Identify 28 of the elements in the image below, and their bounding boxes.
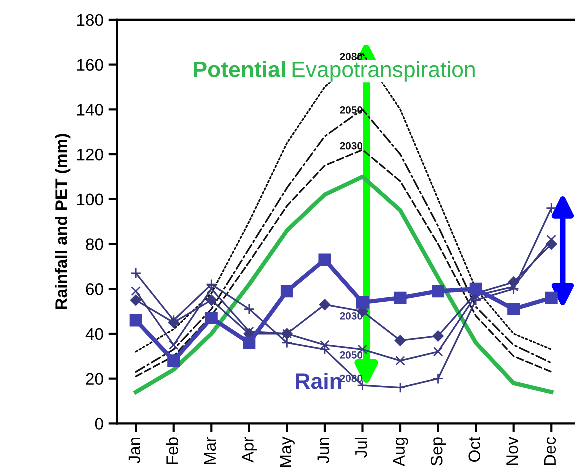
x-tick-label: Oct [468, 437, 481, 462]
y-tick-label: 20 [86, 373, 104, 386]
y-tick-label: 100 [77, 194, 104, 206]
y-axis-title: Rainfall and PET (mm) [55, 134, 71, 310]
x-tick-label: Jan [128, 438, 141, 464]
y-tick-label: 0 [95, 418, 104, 430]
x-tick-label: Apr [242, 437, 258, 463]
y-tick-label: 160 [77, 59, 104, 72]
series-label: 2050 [340, 352, 363, 359]
y-tick-label: 180 [77, 14, 104, 26]
series-label: 2030 [340, 142, 363, 150]
y-tick-label: 80 [86, 238, 104, 250]
x-tick-label: Mar [204, 437, 216, 464]
y-tick-label: 40 [86, 328, 104, 340]
x-tick-label: Feb [166, 438, 178, 464]
y-tick-label: 120 [77, 148, 104, 161]
y-tick-label: 60 [86, 284, 104, 296]
x-tick-label: Jul [354, 438, 368, 458]
x-tick-label: Sep [430, 438, 446, 466]
text: Potential Evapotranspiration [194, 61, 475, 82]
x-tick-label: Jun [318, 438, 330, 464]
x-tick-label: Dec [544, 437, 556, 466]
x-tick-label: Aug [393, 438, 408, 467]
y-tick-label: 140 [77, 104, 104, 116]
x-tick-label: May [280, 436, 295, 468]
series-label: 2050 [340, 106, 363, 114]
x-tick-label: Nov [506, 436, 518, 466]
text: Rain [296, 372, 342, 390]
